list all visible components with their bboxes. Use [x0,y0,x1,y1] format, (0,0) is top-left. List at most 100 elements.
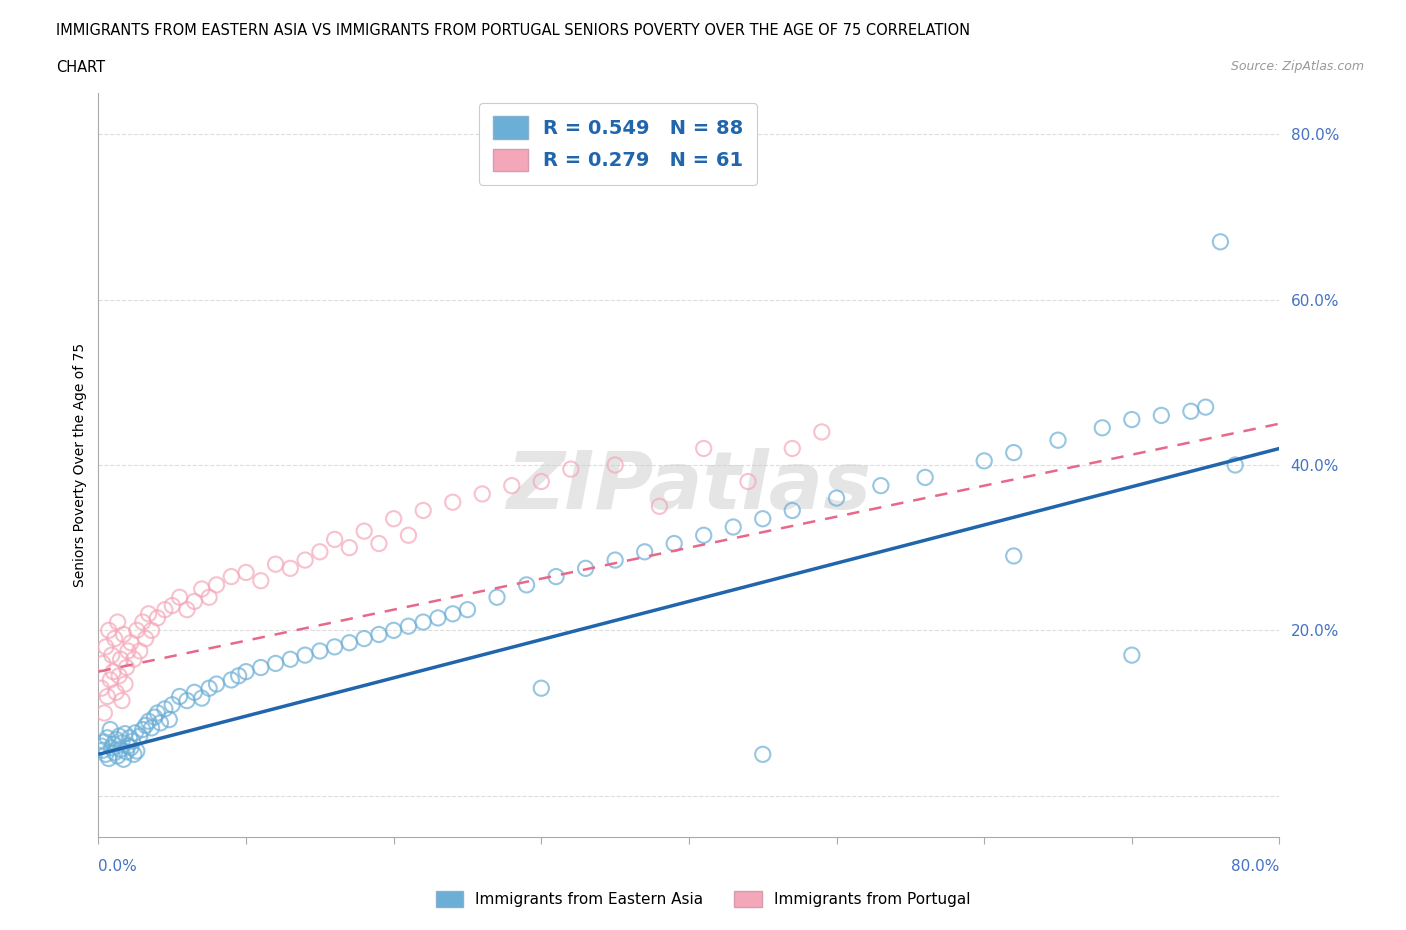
Point [456,603,478,618]
Point [693,528,716,543]
Point [117,644,139,658]
Point [100,740,122,755]
Point [1150,408,1173,423]
Point [125,623,148,638]
Point [648,498,671,513]
Point [1002,445,1025,460]
Point [235,565,257,580]
Legend: R = 0.549   N = 88, R = 0.279   N = 61: R = 0.549 N = 88, R = 0.279 N = 61 [479,102,756,184]
Point [412,503,434,518]
Point [98,672,121,687]
Point [205,677,228,692]
Point [278,561,302,576]
Point [125,744,148,759]
Point [93,706,115,721]
Point [91,743,114,758]
Point [162,598,183,613]
Point [176,693,198,708]
Point [427,610,450,625]
Point [98,722,121,737]
Point [396,528,419,543]
Point [501,478,523,493]
Point [1209,234,1232,249]
Text: CHART: CHART [56,60,105,75]
Point [96,730,118,745]
Point [264,557,287,572]
Point [107,749,129,764]
Point [122,747,145,762]
Point [751,512,773,526]
Point [141,623,163,638]
Point [94,747,117,762]
Point [737,474,759,489]
Point [633,544,655,559]
Point [869,478,891,493]
Point [353,631,375,646]
Point [120,740,142,755]
Point [294,552,316,567]
Point [353,524,375,538]
Point [264,656,287,671]
Point [560,461,582,476]
Point [183,594,205,609]
Point [751,747,773,762]
Point [441,606,464,621]
Point [97,751,120,766]
Point [117,738,139,753]
Point [97,623,120,638]
Point [914,470,936,485]
Point [515,578,537,592]
Point [1091,420,1114,435]
Point [396,618,419,633]
Point [323,640,346,655]
Point [100,647,122,662]
Text: 0.0%: 0.0% [98,859,138,874]
Point [107,615,129,630]
Point [112,751,135,766]
Point [782,503,804,518]
Point [544,569,567,584]
Point [146,706,169,721]
Point [183,684,205,699]
Point [138,606,160,621]
Point [250,573,273,588]
Point [721,520,744,535]
Point [278,652,302,667]
Text: ZIPatlas: ZIPatlas [506,448,872,526]
Point [104,631,127,646]
Point [120,635,142,650]
Point [825,491,848,506]
Point [486,590,509,604]
Point [191,581,214,596]
Point [530,681,553,696]
Point [128,729,150,744]
Text: IMMIGRANTS FROM EASTERN ASIA VS IMMIGRANTS FROM PORTUGAL SENIORS POVERTY OVER TH: IMMIGRANTS FROM EASTERN ASIA VS IMMIGRAN… [56,23,970,38]
Point [128,644,150,658]
Point [441,495,464,510]
Point [1180,404,1202,418]
Point [93,735,115,750]
Point [169,590,191,604]
Point [143,710,166,724]
Point [112,627,135,642]
Point [1195,400,1218,415]
Y-axis label: Seniors Poverty Over the Age of 75: Seniors Poverty Over the Age of 75 [73,343,87,587]
Point [176,603,198,618]
Point [471,486,494,501]
Point [574,561,596,576]
Point [108,729,131,744]
Text: 80.0%: 80.0% [1232,859,1279,874]
Point [219,672,242,687]
Point [693,441,716,456]
Point [122,652,145,667]
Point [664,536,686,551]
Point [90,738,112,753]
Point [337,635,360,650]
Point [530,474,553,489]
Point [111,693,134,708]
Point [108,669,131,684]
Point [105,732,128,747]
Point [104,745,127,760]
Point [228,669,250,684]
Point [96,689,118,704]
